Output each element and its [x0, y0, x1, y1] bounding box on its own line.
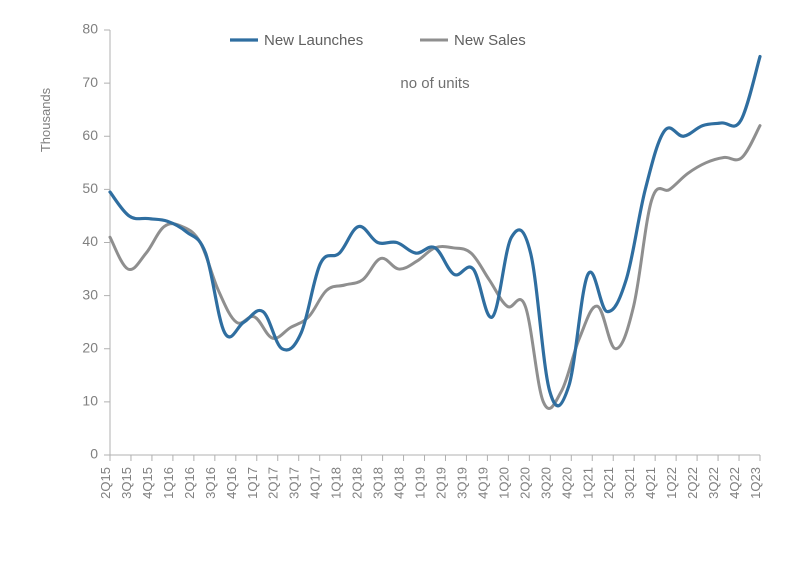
- y-tick-label: 30: [82, 286, 98, 302]
- x-tick-label: 1Q22: [664, 467, 679, 499]
- y-tick-label: 20: [82, 339, 98, 355]
- x-tick-label: 2Q20: [517, 467, 532, 499]
- x-tick-label: 4Q19: [475, 467, 490, 499]
- x-tick-label: 2Q19: [433, 467, 448, 499]
- x-tick-label: 3Q18: [371, 467, 386, 499]
- x-tick-label: 3Q17: [287, 467, 302, 499]
- x-tick-label: 3Q15: [119, 467, 134, 499]
- x-tick-label: 2Q15: [98, 467, 113, 499]
- x-tick-label: 4Q21: [643, 467, 658, 499]
- x-tick-label: 3Q16: [203, 467, 218, 499]
- y-tick-label: 10: [82, 393, 98, 409]
- y-axis-title: Thousands: [38, 87, 53, 152]
- y-tick-label: 40: [82, 233, 98, 249]
- x-tick-label: 2Q16: [182, 467, 197, 499]
- legend-label: New Sales: [454, 32, 526, 49]
- x-tick-label: 4Q15: [140, 467, 155, 499]
- y-tick-label: 70: [82, 74, 98, 90]
- x-tick-label: 3Q21: [622, 467, 637, 499]
- x-tick-label: 3Q19: [454, 467, 469, 499]
- x-tick-label: 4Q17: [308, 467, 323, 499]
- y-tick-label: 0: [90, 446, 98, 462]
- line-chart: 0 10 20 30 40 50 60 70 80 Thousands 2Q15 3Q15 4Q15 1Q…: [0, 0, 789, 563]
- x-tick-label: 1Q19: [413, 467, 428, 499]
- legend-label: New Launches: [264, 32, 363, 49]
- x-tick-label: 1Q18: [329, 467, 344, 499]
- x-tick-label: 1Q17: [245, 467, 260, 499]
- x-tick-label: 1Q20: [496, 467, 511, 499]
- x-tick-label: 2Q22: [685, 467, 700, 499]
- y-tick-label: 80: [82, 21, 98, 37]
- x-tick-label: 2Q18: [350, 467, 365, 499]
- x-tick-label: 2Q17: [266, 467, 281, 499]
- x-tick-label: 3Q22: [706, 467, 721, 499]
- x-tick-label: 4Q18: [392, 467, 407, 499]
- x-tick-label: 1Q23: [748, 467, 763, 499]
- chart-subtitle: no of units: [400, 75, 469, 92]
- x-tick-label: 4Q20: [559, 467, 574, 499]
- x-tick-label: 2Q21: [601, 467, 616, 499]
- y-tick-label: 60: [82, 127, 98, 143]
- x-tick-label: 4Q22: [727, 467, 742, 499]
- x-tick-label: 3Q20: [538, 467, 553, 499]
- chart-svg: 0 10 20 30 40 50 60 70 80 Thousands 2Q15 3Q15 4Q15 1Q…: [0, 0, 789, 563]
- x-tick-label: 1Q16: [161, 467, 176, 499]
- x-tick-label: 1Q21: [580, 467, 595, 499]
- x-tick-label: 4Q16: [224, 467, 239, 499]
- y-tick-label: 50: [82, 180, 98, 196]
